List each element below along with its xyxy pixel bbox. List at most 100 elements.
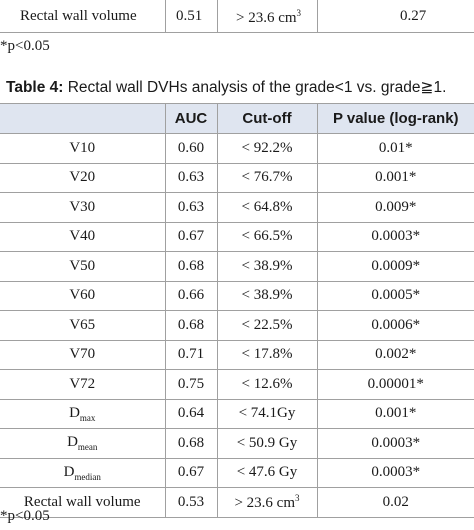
param-subscript: max [79,412,96,423]
auc-cell: 0.67 [164,457,218,488]
table-row: Dmedian 0.67 < 47.6 Gy 0.0003* [0,457,474,488]
table4-caption: Table 4: Rectal wall DVHs analysis of th… [6,78,446,97]
auc-cell: 0.64 [164,398,218,429]
table4-caption-text: Rectal wall DVHs analysis of the grade<1… [63,79,447,96]
cutoff-value: < 38.9% [241,257,293,274]
cutoff-value: < 92.2% [241,139,293,156]
auc-cell: 0.68 [164,428,218,459]
param-name: V60 [69,287,96,304]
table3-auc-cell: 0.51 [176,8,203,24]
pvalue-cell: 0.02 [316,487,474,518]
pvalue-cell: 0.0003* [316,428,474,459]
param-cell: V72 [0,369,166,400]
cutoff-value: < 64.8% [241,198,293,215]
param-name: V40 [69,228,96,245]
cutoff-cell: < 76.7% [216,162,318,193]
auc-cell: 0.63 [164,192,218,223]
table-row: V60 0.66 < 38.9% 0.0005* [0,280,474,311]
param-cell: V20 [0,162,166,193]
param-name: D [69,404,80,421]
cutoff-cell: < 38.9% [216,280,318,311]
auc-cell: 0.68 [164,310,218,341]
table3-divider [317,0,318,33]
pvalue-cell: 0.009* [316,192,474,223]
cutoff-value: < 66.5% [241,228,293,245]
param-name: V72 [69,375,96,392]
table3-divider [217,0,218,33]
pvalue-cell: 0.00001* [316,369,474,400]
cutoff-value: > 23.6 cm [234,494,296,511]
footnote-bottom: *p<0.05 [0,508,50,524]
param-name: V20 [69,169,96,186]
cutoff-cell: < 38.9% [216,251,318,282]
header-pvalue: P value (log-rank) [316,103,474,134]
table3-param-cell: Rectal wall volume [20,8,137,24]
header-cutoff: Cut-off [216,103,318,134]
param-name: Rectal wall volume [23,493,141,510]
cutoff-cell: < 66.5% [216,221,318,252]
pvalue-cell: 0.001* [316,398,474,429]
cutoff-value: < 74.1Gy [238,405,296,422]
table3-cutoff-sup: 3 [296,8,302,18]
table-row: Rectal wall volume 0.53 > 23.6 cm3 0.02 [0,487,474,518]
param-name: D [67,434,78,451]
table-row: V30 0.63 < 64.8% 0.009* [0,192,474,223]
param-cell: V70 [0,339,166,370]
pvalue-cell: 0.01* [316,133,474,164]
pvalue-cell: 0.0003* [316,457,474,488]
table4-caption-label: Table 4: [6,79,64,96]
cutoff-value: < 47.6 Gy [236,464,298,481]
footnote-top: *p<0.05 [0,38,50,54]
param-name: V65 [69,316,96,333]
table4: AUC Cut-off P value (log-rank) V10 0.60 < … [0,103,474,518]
pvalue-cell: 0.0005* [316,280,474,311]
cutoff-value: < 38.9% [241,287,293,304]
table-row: V20 0.63 < 76.7% 0.001* [0,162,474,193]
auc-cell: 0.75 [164,369,218,400]
param-name: V70 [69,346,96,363]
cutoff-value: < 12.6% [241,375,293,392]
param-cell: V30 [0,192,166,223]
param-cell: Dmean [0,428,166,459]
table-row: V72 0.75 < 12.6% 0.00001* [0,369,474,400]
pvalue-cell: 0.001* [316,162,474,193]
param-subscript: mean [77,442,98,453]
table3-cutoff-cell: > 23.6 cm3 [236,8,301,27]
auc-cell: 0.60 [164,133,218,164]
cutoff-cell: < 92.2% [216,133,318,164]
auc-cell: 0.63 [164,162,218,193]
cutoff-value: < 17.8% [241,346,293,363]
pvalue-cell: 0.0003* [316,221,474,252]
param-cell: Rectal wall volume [0,487,166,518]
table-row: V70 0.71 < 17.8% 0.002* [0,339,474,370]
cutoff-cell: < 12.6% [216,369,318,400]
param-name: V50 [69,257,96,274]
pvalue-cell: 0.0006* [316,310,474,341]
auc-cell: 0.68 [164,251,218,282]
auc-cell: 0.71 [164,339,218,370]
cutoff-cell: < 74.1Gy [216,398,318,429]
param-cell: V10 [0,133,166,164]
auc-cell: 0.67 [164,221,218,252]
auc-cell: 0.53 [164,487,218,518]
param-name: V30 [69,198,96,215]
cutoff-cell: < 22.5% [216,310,318,341]
cutoff-value: < 22.5% [241,316,293,333]
param-name: V10 [69,139,96,156]
table3-divider [165,0,166,33]
param-cell: V40 [0,221,166,252]
table-row: Dmean 0.68 < 50.9 Gy 0.0003* [0,428,474,459]
header-auc: AUC [164,103,218,134]
param-cell: V50 [0,251,166,282]
param-cell: V65 [0,310,166,341]
header-parameter [0,103,166,134]
param-cell: Dmax [0,398,166,429]
table-row: V65 0.68 < 22.5% 0.0006* [0,310,474,341]
table-row: V40 0.67 < 66.5% 0.0003* [0,221,474,252]
table3-cutoff-value: > 23.6 cm [236,10,297,26]
auc-cell: 0.66 [164,280,218,311]
param-subscript: median [74,471,101,482]
pvalue-cell: 0.002* [316,339,474,370]
cutoff-value: < 50.9 Gy [236,434,298,451]
table-row: Dmax 0.64 < 74.1Gy 0.001* [0,398,474,429]
